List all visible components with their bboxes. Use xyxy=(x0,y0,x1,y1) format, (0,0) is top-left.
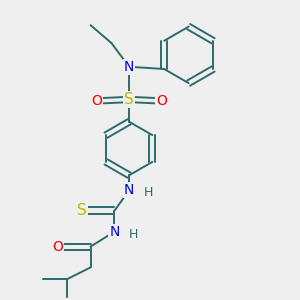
Text: S: S xyxy=(77,203,86,218)
Text: H: H xyxy=(129,228,138,241)
Text: O: O xyxy=(91,94,102,108)
Text: N: N xyxy=(124,60,134,74)
Text: S: S xyxy=(124,92,134,107)
Text: N: N xyxy=(109,225,119,239)
Text: O: O xyxy=(157,94,167,108)
Text: N: N xyxy=(124,183,134,197)
Text: O: O xyxy=(52,240,63,254)
Text: H: H xyxy=(144,186,153,199)
